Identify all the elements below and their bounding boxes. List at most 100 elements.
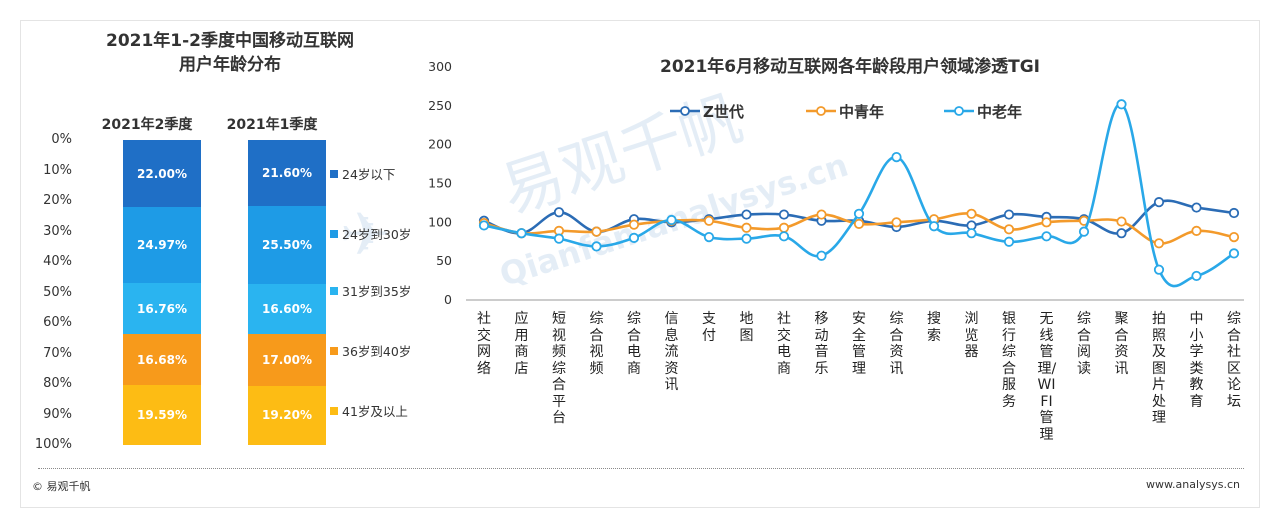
line-point bbox=[1191, 270, 1202, 282]
line-point bbox=[1228, 248, 1240, 259]
line-point bbox=[553, 233, 565, 244]
bar-chart-title-line2: 用户年龄分布 bbox=[179, 55, 281, 75]
line-point bbox=[1003, 209, 1015, 220]
bar-y-tick-label: 80% bbox=[43, 376, 72, 391]
line-x-tick-label: 地图 bbox=[739, 311, 754, 344]
line-point bbox=[628, 232, 640, 243]
bar-y-tick-label: 20% bbox=[43, 193, 72, 208]
chart-frame bbox=[20, 20, 1260, 508]
line-point bbox=[778, 209, 790, 220]
line-x-tick-label: 综合阅读 bbox=[1077, 311, 1091, 377]
line-point bbox=[1116, 216, 1127, 227]
line-point bbox=[1191, 202, 1202, 213]
legend-label: 31岁到35岁 bbox=[342, 284, 412, 299]
line-point bbox=[1003, 224, 1015, 235]
line-x-tick-label: 应用商店 bbox=[514, 311, 529, 377]
line-point bbox=[778, 231, 790, 242]
legend-swatch bbox=[330, 346, 338, 355]
line-x-tick-label: 综合社区论坛 bbox=[1227, 311, 1241, 410]
bar-segment: 24.97% bbox=[123, 207, 201, 284]
line-point bbox=[1078, 226, 1090, 237]
footer-divider bbox=[38, 468, 1244, 469]
line-x-tick-label: 移动音乐 bbox=[814, 311, 829, 377]
bar-segment: 19.20% bbox=[248, 386, 326, 445]
line-y-tick-label: 250 bbox=[428, 98, 452, 113]
footer-copyright: © 易观千帆 bbox=[32, 480, 91, 493]
line-point bbox=[1116, 99, 1127, 110]
line-y-tick-label: 0 bbox=[444, 292, 452, 307]
line-point bbox=[891, 151, 902, 163]
line-point bbox=[816, 209, 827, 220]
legend-swatch bbox=[330, 406, 338, 415]
line-point bbox=[741, 209, 752, 220]
line-x-tick-label: 银行综合服务 bbox=[1002, 311, 1016, 410]
line-legend-item: 中老年 bbox=[944, 103, 1022, 121]
legend-label: Z世代 bbox=[703, 103, 744, 121]
line-point bbox=[741, 233, 752, 244]
line-point bbox=[1191, 225, 1202, 236]
line-x-tick-label: 浏览器 bbox=[964, 311, 979, 360]
line-point bbox=[741, 222, 752, 233]
line-y-tick-label: 150 bbox=[428, 176, 452, 191]
bar-y-tick-label: 50% bbox=[43, 284, 72, 300]
line-point bbox=[778, 222, 790, 233]
legend-marker bbox=[954, 106, 964, 116]
line-x-tick-label: 综合资讯 bbox=[889, 311, 904, 377]
line-x-tick-label: 支付 bbox=[702, 311, 716, 344]
line-point bbox=[666, 214, 677, 226]
legend-label: 36岁到40岁 bbox=[342, 344, 412, 359]
bar-y-tick-label: 60% bbox=[43, 315, 72, 330]
line-chart-title: 2021年6月移动互联网各年龄段用户领域渗透TGI bbox=[659, 57, 1041, 77]
line-point bbox=[553, 207, 565, 218]
line-point bbox=[478, 220, 490, 231]
line-x-tick-label: 综合电商 bbox=[627, 311, 641, 377]
bar-column-label-q1: 2021年1季度 bbox=[226, 117, 318, 133]
bar-legend-item: 31岁到35岁 bbox=[330, 281, 411, 300]
legend-label: 24岁到30岁 bbox=[342, 227, 412, 242]
bar-y-tick-label: 70% bbox=[43, 345, 72, 361]
bar-legend-item: 24岁到30岁 bbox=[330, 224, 411, 243]
line-y-tick-label: 100 bbox=[428, 214, 452, 229]
legend-label: 41岁及以上 bbox=[342, 404, 408, 419]
legend-label: 24岁以下 bbox=[342, 167, 396, 182]
bar-y-tick-label: 40% bbox=[43, 254, 72, 269]
bar-segment: 22.00% bbox=[123, 140, 201, 208]
line-point bbox=[591, 241, 602, 252]
line-point bbox=[1003, 236, 1015, 247]
bar-segment: 16.68% bbox=[123, 334, 201, 386]
bar-y-tick-label: 10% bbox=[43, 162, 72, 178]
bar-y-tick-label: 30% bbox=[43, 223, 72, 239]
line-x-tick-label: 搜索 bbox=[927, 311, 941, 344]
line-x-tick-label: 社交电商 bbox=[777, 311, 791, 377]
line-point bbox=[853, 208, 865, 219]
bar-segment: 25.50% bbox=[248, 205, 326, 284]
line-point bbox=[1228, 231, 1240, 243]
bar-column-label-q2: 2021年2季度 bbox=[101, 117, 193, 133]
bar-segment: 17.00% bbox=[248, 334, 326, 387]
line-legend-item: 中青年 bbox=[806, 103, 884, 121]
line-point bbox=[703, 231, 715, 243]
line-point bbox=[628, 219, 640, 230]
line-x-tick-label: 短视频综合平台 bbox=[552, 311, 566, 426]
line-y-tick-label: 300 bbox=[428, 59, 452, 74]
line-point bbox=[1041, 231, 1052, 242]
bar-legend-item: 36岁到40岁 bbox=[330, 341, 411, 360]
line-x-tick-label: 中小学类教育 bbox=[1189, 311, 1204, 410]
line-x-tick-label: 综合视频 bbox=[589, 311, 604, 377]
line-x-tick-label: 信息流资讯 bbox=[664, 311, 679, 393]
line-x-tick-label: 无线管理/WIFI管理 bbox=[1037, 311, 1057, 443]
line-series bbox=[483, 102, 1235, 288]
line-point bbox=[966, 208, 977, 219]
line-y-tick-label: 200 bbox=[428, 137, 452, 152]
legend-swatch bbox=[330, 169, 338, 178]
line-point bbox=[1153, 238, 1165, 249]
line-x-tick-label: 拍照及图片处理 bbox=[1152, 311, 1166, 426]
line-point bbox=[853, 218, 865, 229]
legend-swatch bbox=[330, 229, 338, 238]
line-legend-item: Z世代 bbox=[670, 103, 744, 121]
line-point bbox=[1116, 228, 1127, 239]
footer-website: www.analysys.cn bbox=[1146, 478, 1240, 491]
legend-marker bbox=[680, 106, 690, 116]
line-point bbox=[516, 228, 527, 239]
